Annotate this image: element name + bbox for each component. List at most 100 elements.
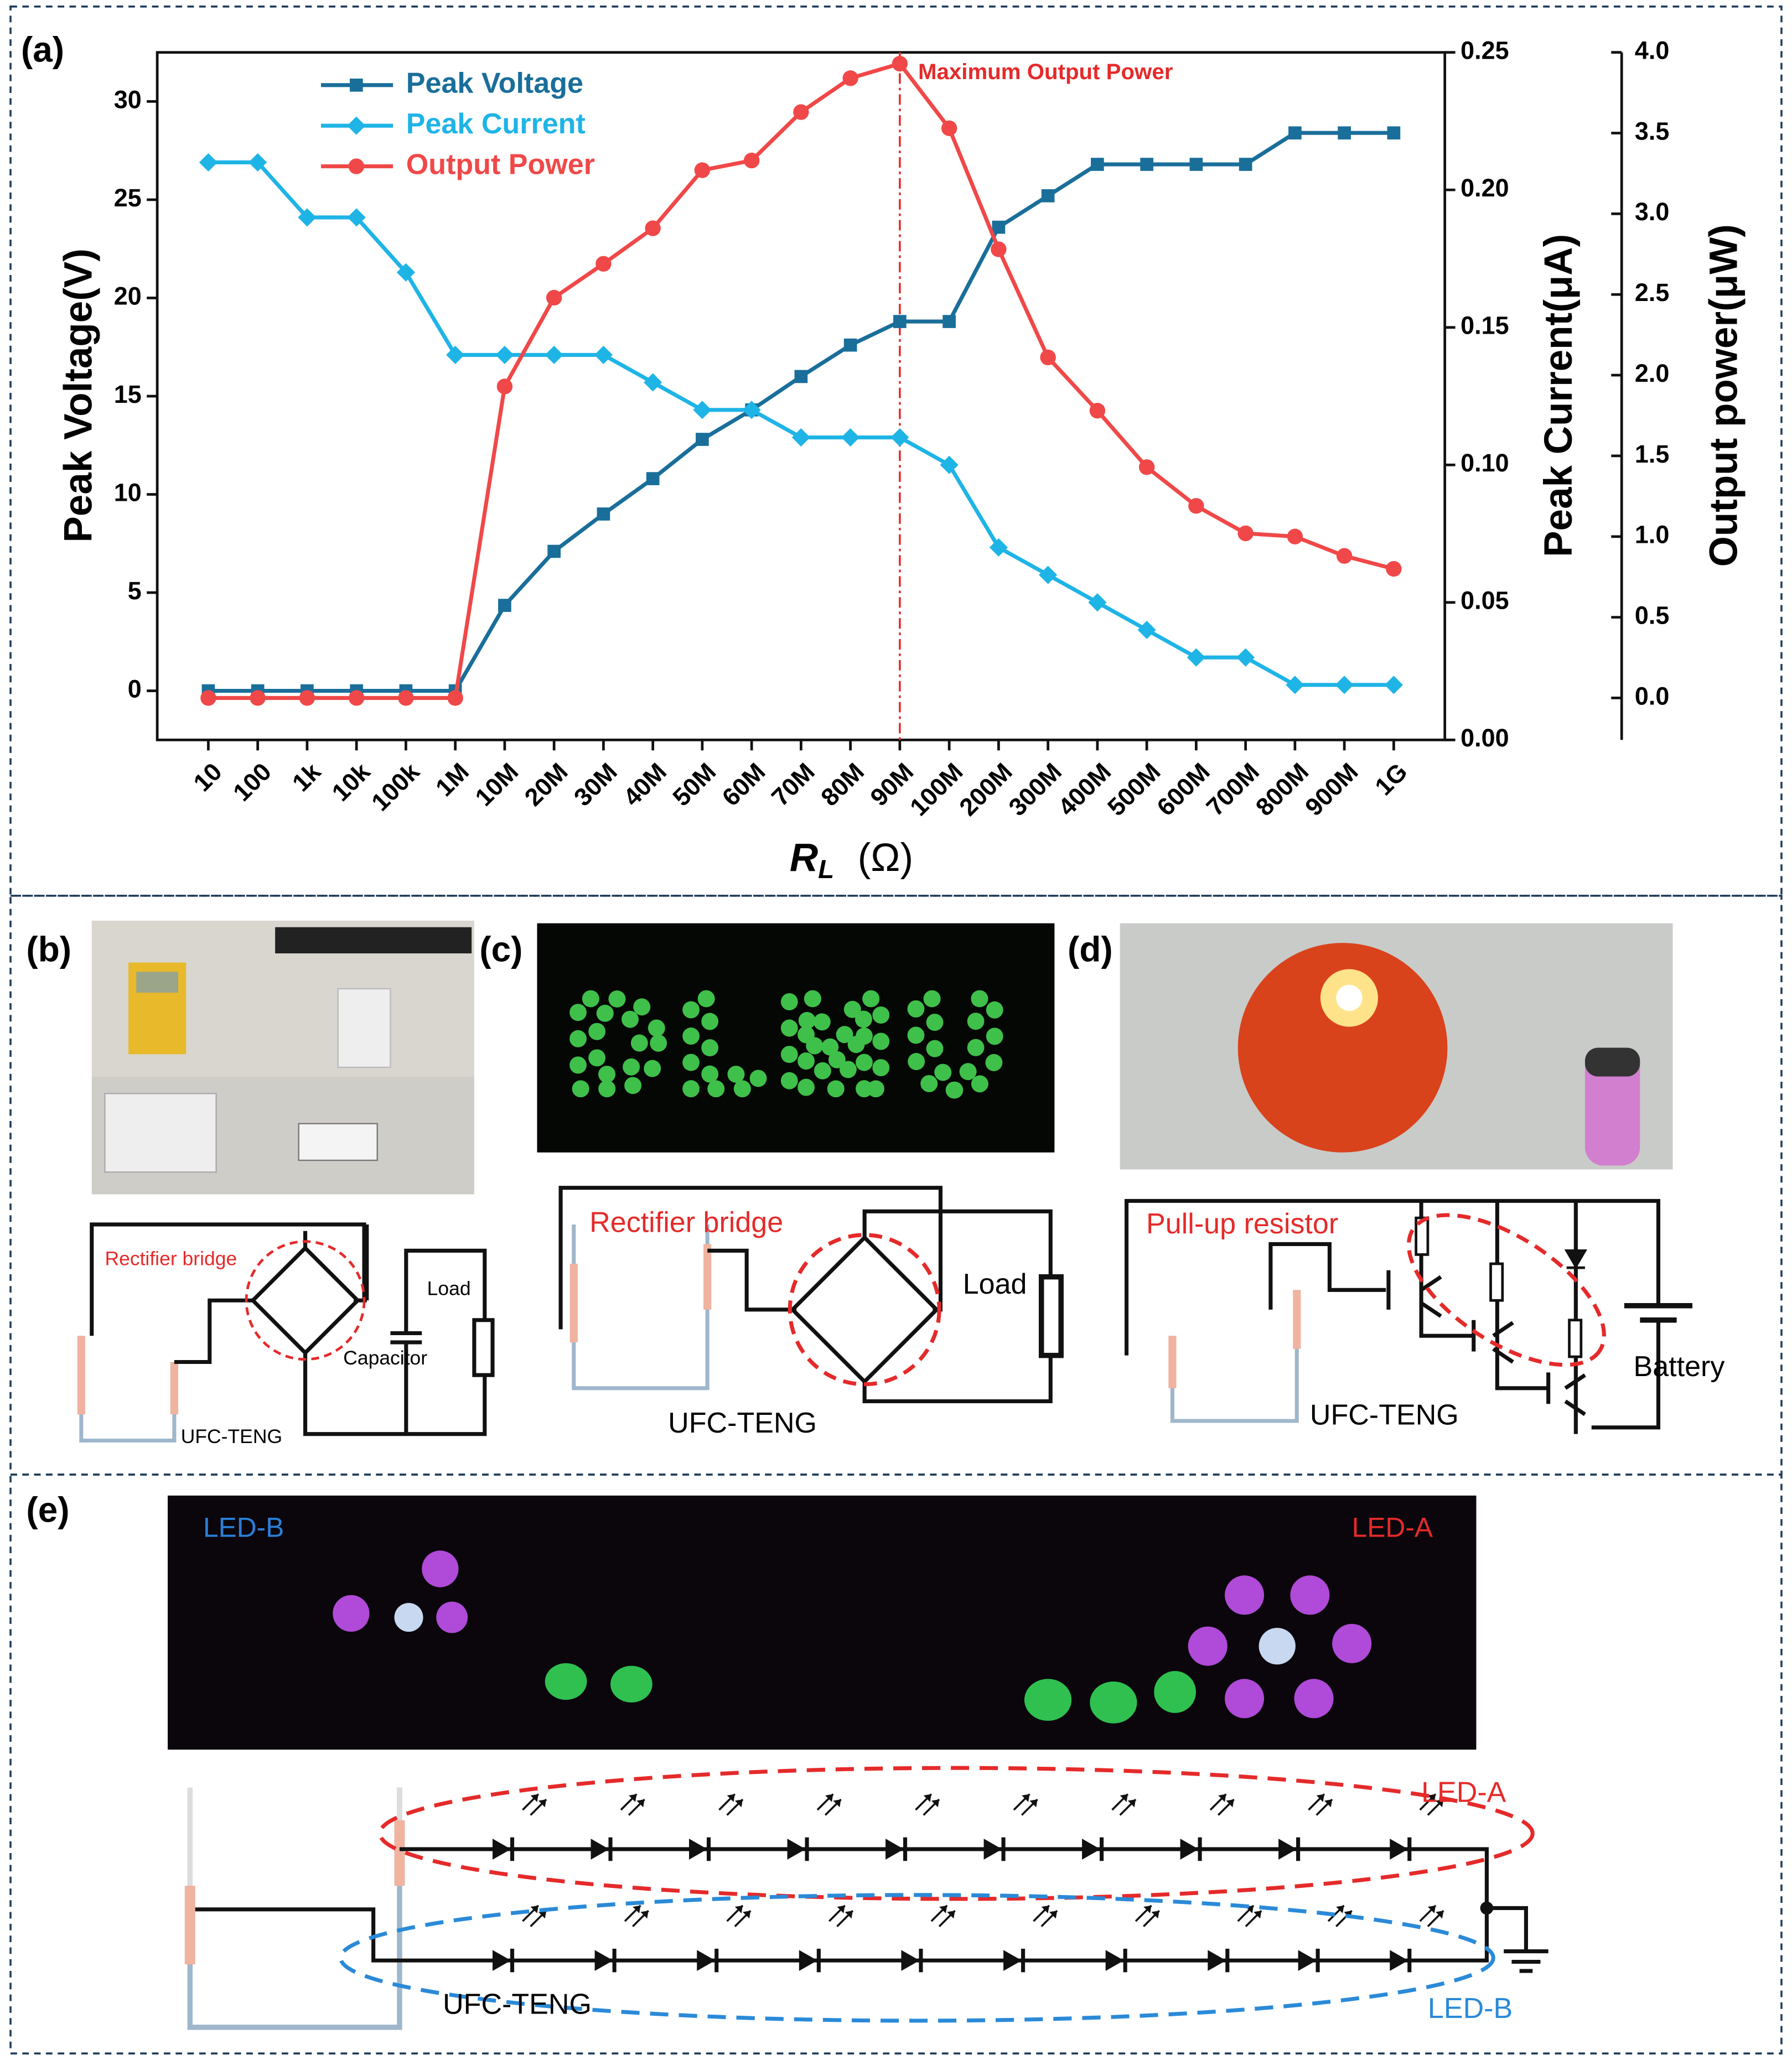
x-tick-label: 900M: [1299, 757, 1364, 822]
x-tick-label: 30M: [568, 757, 623, 812]
x-tick-label: 400M: [1053, 757, 1117, 822]
marker: [398, 690, 414, 706]
x-tick-label: 700M: [1200, 757, 1265, 822]
marker: [595, 256, 612, 272]
y3-axis-label: Output power(μW): [1702, 224, 1746, 567]
marker: [841, 428, 860, 447]
x-tick-label: 80M: [815, 757, 869, 812]
y-tick-label: 5: [128, 577, 142, 605]
x-tick-label: 1G: [1369, 757, 1412, 801]
label-resistor: Pull-up resistor: [1146, 1208, 1338, 1240]
annotation: Maximum Output Power: [918, 59, 1173, 84]
legend-label: Output Power: [406, 148, 595, 180]
marker: [1040, 349, 1056, 366]
marker: [1236, 648, 1255, 667]
marker: [842, 70, 858, 86]
marker: [645, 220, 661, 236]
x-tick-label: 1k: [287, 757, 327, 797]
y-tick-label: 25: [114, 184, 142, 212]
label-source: UFC-TENG: [181, 1425, 282, 1447]
marker: [1137, 620, 1156, 640]
y3-tick-label: 0.0: [1635, 682, 1670, 710]
marker: [742, 401, 761, 419]
label-source: UFC-TENG: [1310, 1399, 1459, 1431]
marker: [890, 428, 909, 447]
panel-label: (c): [479, 930, 522, 969]
marker: [794, 370, 808, 383]
marker: [546, 289, 562, 306]
marker: [1384, 676, 1403, 694]
marker: [1091, 158, 1104, 171]
marker: [200, 690, 216, 706]
x-label-symbol: R: [790, 836, 818, 880]
marker: [942, 315, 956, 328]
marker: [248, 153, 267, 172]
label-battery: Battery: [1634, 1351, 1725, 1383]
marker: [347, 208, 366, 227]
x-tick-label: 60M: [717, 757, 771, 812]
marker: [298, 208, 317, 227]
marker: [743, 152, 760, 169]
y2-tick-label: 0.05: [1460, 587, 1509, 615]
panel-c: (c) DLMU Rectifier bridge Load UFC-TENG: [479, 923, 1064, 1439]
y-tick-label: 15: [114, 380, 142, 408]
y3-tick-label: 2.0: [1635, 359, 1670, 387]
y-tick-label: 20: [114, 282, 142, 310]
marker: [989, 538, 1008, 557]
photo: [537, 923, 1055, 1153]
marker: [1187, 648, 1205, 667]
panel-label: (d): [1068, 930, 1113, 969]
y3-tick-label: 4.0: [1635, 37, 1670, 65]
y2-tick-label: 0.10: [1460, 449, 1509, 477]
y-tick-label: 30: [114, 85, 142, 113]
x-label-unit: (Ω): [858, 836, 913, 880]
marker: [495, 345, 514, 364]
y2-tick-label: 0.20: [1460, 174, 1509, 202]
chart-a: Peak Voltage(V) Peak Current(μA) Output …: [57, 37, 1746, 884]
photo-text: DLMU: [569, 971, 1021, 1117]
x-tick-label: 1M: [430, 757, 474, 802]
x-tick-label: 20M: [519, 757, 573, 812]
panel-d: (d) Pull-up resistor Battery UFC-TENG: [1068, 923, 1724, 1434]
x-tick-label: 10M: [469, 757, 524, 812]
marker: [547, 544, 561, 558]
marker: [892, 55, 908, 72]
marker: [446, 345, 465, 364]
x-axis-label: RL (Ω): [790, 836, 913, 884]
legend-label: Peak Current: [406, 108, 586, 140]
marker: [1140, 158, 1153, 171]
marker: [1138, 459, 1155, 475]
x-tick-label: 50M: [667, 757, 721, 812]
marker: [992, 220, 1006, 234]
label-source: UFC-TENG: [443, 1989, 592, 2021]
panel-label: (b): [26, 930, 71, 969]
marker: [594, 345, 613, 364]
legend-marker: [348, 158, 365, 174]
x-tick-label: 100: [227, 757, 277, 807]
x-tick-label: 40M: [618, 757, 672, 812]
x-tick-label: 600M: [1151, 757, 1215, 822]
x-label-subscript: L: [818, 854, 834, 884]
marker: [940, 455, 959, 474]
marker: [1335, 676, 1354, 694]
label-source: UFC-TENG: [668, 1407, 817, 1439]
marker: [893, 315, 907, 328]
marker: [1188, 498, 1204, 514]
marker: [545, 345, 563, 364]
marker: [597, 507, 610, 521]
marker: [1189, 158, 1203, 171]
label-led-a: LED-A: [1421, 1776, 1506, 1808]
marker: [250, 690, 266, 706]
marker: [644, 373, 662, 392]
legend-label: Peak Voltage: [406, 68, 583, 100]
y3-tick-label: 3.5: [1635, 117, 1670, 145]
marker: [1237, 525, 1254, 542]
marker: [498, 599, 511, 612]
x-tick-label: 800M: [1250, 757, 1314, 822]
y3-tick-label: 2.5: [1635, 278, 1670, 307]
y-axis-label: Peak Voltage(V): [57, 248, 101, 542]
marker: [646, 472, 660, 485]
panel-frames: [9, 6, 1783, 2054]
y2-axis-label: Peak Current(μA): [1537, 234, 1581, 557]
